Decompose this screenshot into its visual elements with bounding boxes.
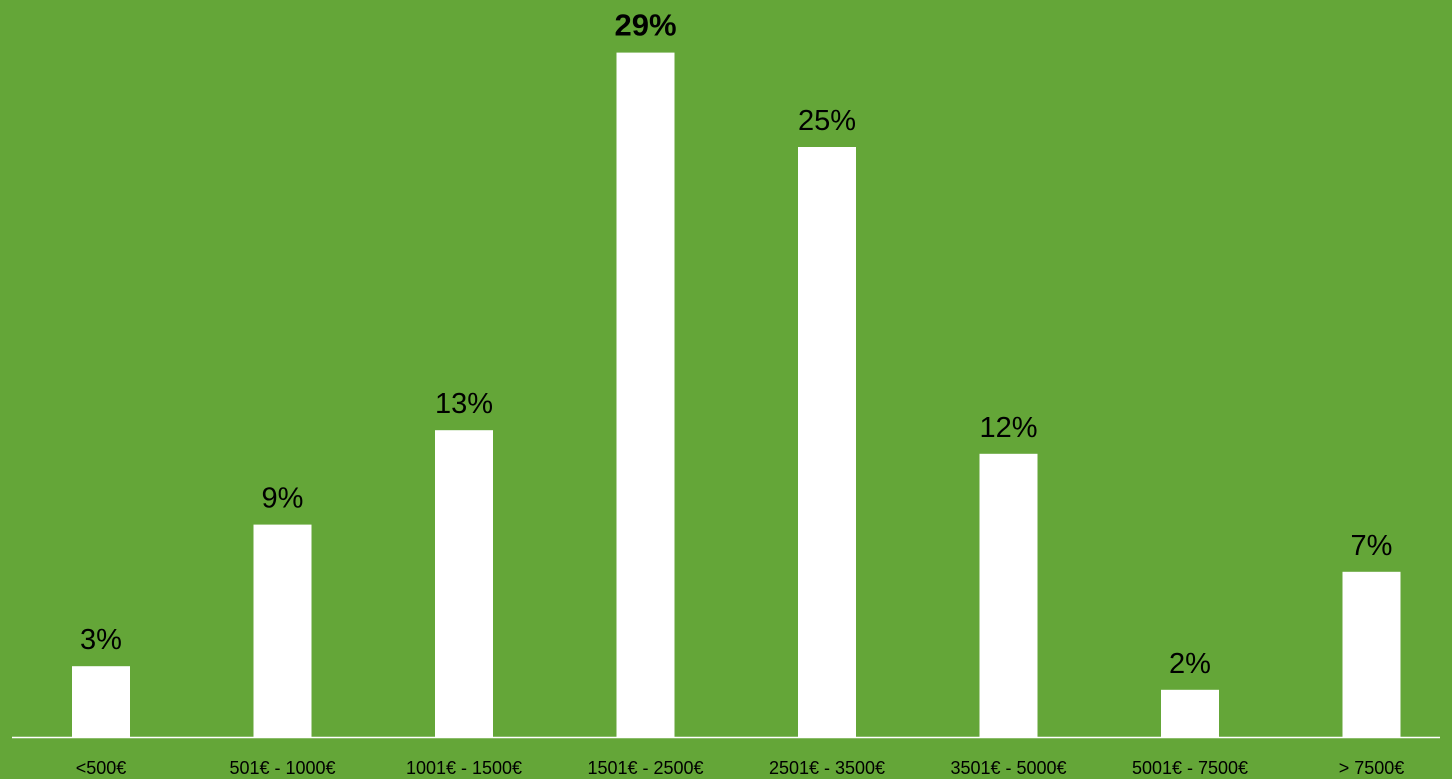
bar [798, 147, 856, 737]
data-label: 12% [979, 412, 1037, 444]
x-tick-label: 1001€ - 1500€ [406, 758, 522, 778]
x-tick-label: 5001€ - 7500€ [1132, 758, 1248, 778]
bar [72, 666, 130, 737]
data-label: 3% [80, 624, 122, 656]
bar [435, 430, 493, 737]
data-label: 7% [1351, 530, 1393, 562]
x-tick-label: > 7500€ [1339, 758, 1405, 778]
x-tick-label: 3501€ - 5000€ [950, 758, 1066, 778]
x-tick-label: 2501€ - 3500€ [769, 758, 885, 778]
data-label: 25% [798, 105, 856, 137]
bar [253, 524, 312, 737]
bar [979, 453, 1038, 737]
x-tick-label: 1501€ - 2500€ [587, 758, 703, 778]
data-label: 2% [1169, 648, 1211, 680]
x-tick-label: <500€ [76, 758, 127, 778]
data-label: 29% [614, 8, 676, 43]
data-label: 13% [435, 388, 493, 420]
data-labels-group: 3% 9% 13% 29% 25% 12% 2% 7% [80, 8, 1392, 680]
bar [1342, 571, 1401, 737]
bars-group [72, 52, 1401, 738]
bar [1161, 689, 1219, 737]
x-tick-label: 501€ - 1000€ [229, 758, 335, 778]
bar [616, 52, 675, 738]
x-tick-labels-group: <500€ 501€ - 1000€ 1001€ - 1500€ 1501€ - 25… [76, 758, 1405, 778]
data-label: 9% [262, 483, 304, 515]
